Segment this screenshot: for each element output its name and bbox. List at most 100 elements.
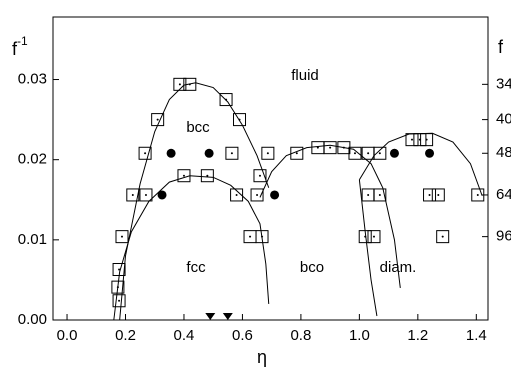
square-point <box>348 146 362 160</box>
circle-point <box>157 190 167 200</box>
x-tick-label: 1.4 <box>466 327 487 344</box>
square-point <box>138 146 152 160</box>
square-point <box>255 230 269 244</box>
square-point-dot <box>156 118 159 121</box>
square-point-dot <box>182 174 185 177</box>
phase-label: diam. <box>380 259 417 276</box>
square-point-dot <box>441 235 444 238</box>
square-point <box>373 146 387 160</box>
square-point-dot <box>188 83 191 86</box>
square-point-dot <box>144 193 147 196</box>
y-tick-label: 0.00 <box>18 311 47 328</box>
x-tick-label: 0.8 <box>290 327 311 344</box>
square-point <box>177 169 191 183</box>
triangle-marker <box>222 313 233 320</box>
square-point-dot <box>316 146 319 149</box>
y-tick-label: 0.01 <box>18 231 47 248</box>
square-point-dot <box>329 146 332 149</box>
plot-frame <box>52 16 489 321</box>
x-tick-label: 1.2 <box>407 327 428 344</box>
square-point-dot <box>364 235 367 238</box>
square-point <box>423 188 437 202</box>
square-point-dot <box>118 299 121 302</box>
phase-label: fluid <box>291 67 319 84</box>
square-point <box>173 77 187 91</box>
circle-point <box>270 190 280 200</box>
y-axis-label: f-1 <box>12 34 28 59</box>
phase-label: fcc <box>186 259 206 276</box>
x-tick-label: 0.6 <box>232 327 253 344</box>
square-point-dot <box>342 146 345 149</box>
square-point-dot <box>367 193 370 196</box>
square-point-dot <box>261 235 264 238</box>
circle-point <box>204 148 214 158</box>
square-point <box>183 77 197 91</box>
square-point-dot <box>249 235 252 238</box>
y2-tick-label: 34 <box>496 75 511 92</box>
phase-label: bcc <box>186 119 210 136</box>
square-point <box>436 230 450 244</box>
y2-tick-label: 64 <box>496 186 511 203</box>
square-point <box>253 169 267 183</box>
y2-tick-label: 40 <box>496 111 511 128</box>
square-point-dot <box>144 152 147 155</box>
y2-tick-label: 96 <box>496 228 511 245</box>
circle-point <box>389 148 399 158</box>
x-tick-label: 1.0 <box>349 327 370 344</box>
y2-tick-label: 48 <box>496 144 511 161</box>
square-point <box>225 146 239 160</box>
square-point <box>230 188 244 202</box>
square-point <box>112 263 126 276</box>
square-point-dot <box>425 138 428 141</box>
square-point <box>323 141 337 155</box>
circle-point <box>425 148 435 158</box>
phase-boundary <box>358 179 378 317</box>
square-point <box>431 188 445 202</box>
square-point-dot <box>230 152 233 155</box>
square-point-dot <box>206 174 209 177</box>
square-point <box>139 188 153 202</box>
phase-boundary <box>259 144 401 288</box>
square-point-dot <box>120 235 123 238</box>
y-tick-label: 0.02 <box>18 151 47 168</box>
square-point <box>112 294 126 308</box>
square-point-dot <box>295 152 298 155</box>
square-point <box>250 188 264 202</box>
square-point <box>290 146 304 160</box>
square-point-dot <box>266 152 269 155</box>
square-point-dot <box>437 193 440 196</box>
square-point-dot <box>476 193 479 196</box>
square-point-dot <box>410 138 413 141</box>
square-point-dot <box>116 286 119 289</box>
x-tick-label: 0.2 <box>115 327 136 344</box>
square-point <box>219 93 233 107</box>
square-point <box>126 188 140 202</box>
square-point-dot <box>372 235 375 238</box>
square-point <box>151 113 165 127</box>
square-point <box>405 133 419 147</box>
y-axis-label-base: f <box>12 39 18 59</box>
square-point-dot <box>378 193 381 196</box>
square-point-dot <box>225 98 228 101</box>
y-tick-label: 0.03 <box>18 70 47 87</box>
square-point-dot <box>235 193 238 196</box>
phase-label: bco <box>300 259 324 276</box>
square-point <box>358 230 372 244</box>
x-tick-label: 0.4 <box>174 327 195 344</box>
triangle-marker <box>205 313 216 320</box>
square-point <box>200 169 214 183</box>
y2-axis-label: f <box>498 37 504 57</box>
square-point-dot <box>256 193 259 196</box>
square-point-dot <box>178 83 181 86</box>
square-point-dot <box>353 152 356 155</box>
square-point-dot <box>428 193 431 196</box>
square-point <box>373 188 387 202</box>
square-point-dot <box>258 174 261 177</box>
square-point-dot <box>378 152 381 155</box>
square-point <box>471 188 485 202</box>
square-point-dot <box>367 152 370 155</box>
square-point-dot <box>118 268 121 271</box>
circle-point <box>166 148 176 158</box>
square-point <box>233 113 247 127</box>
